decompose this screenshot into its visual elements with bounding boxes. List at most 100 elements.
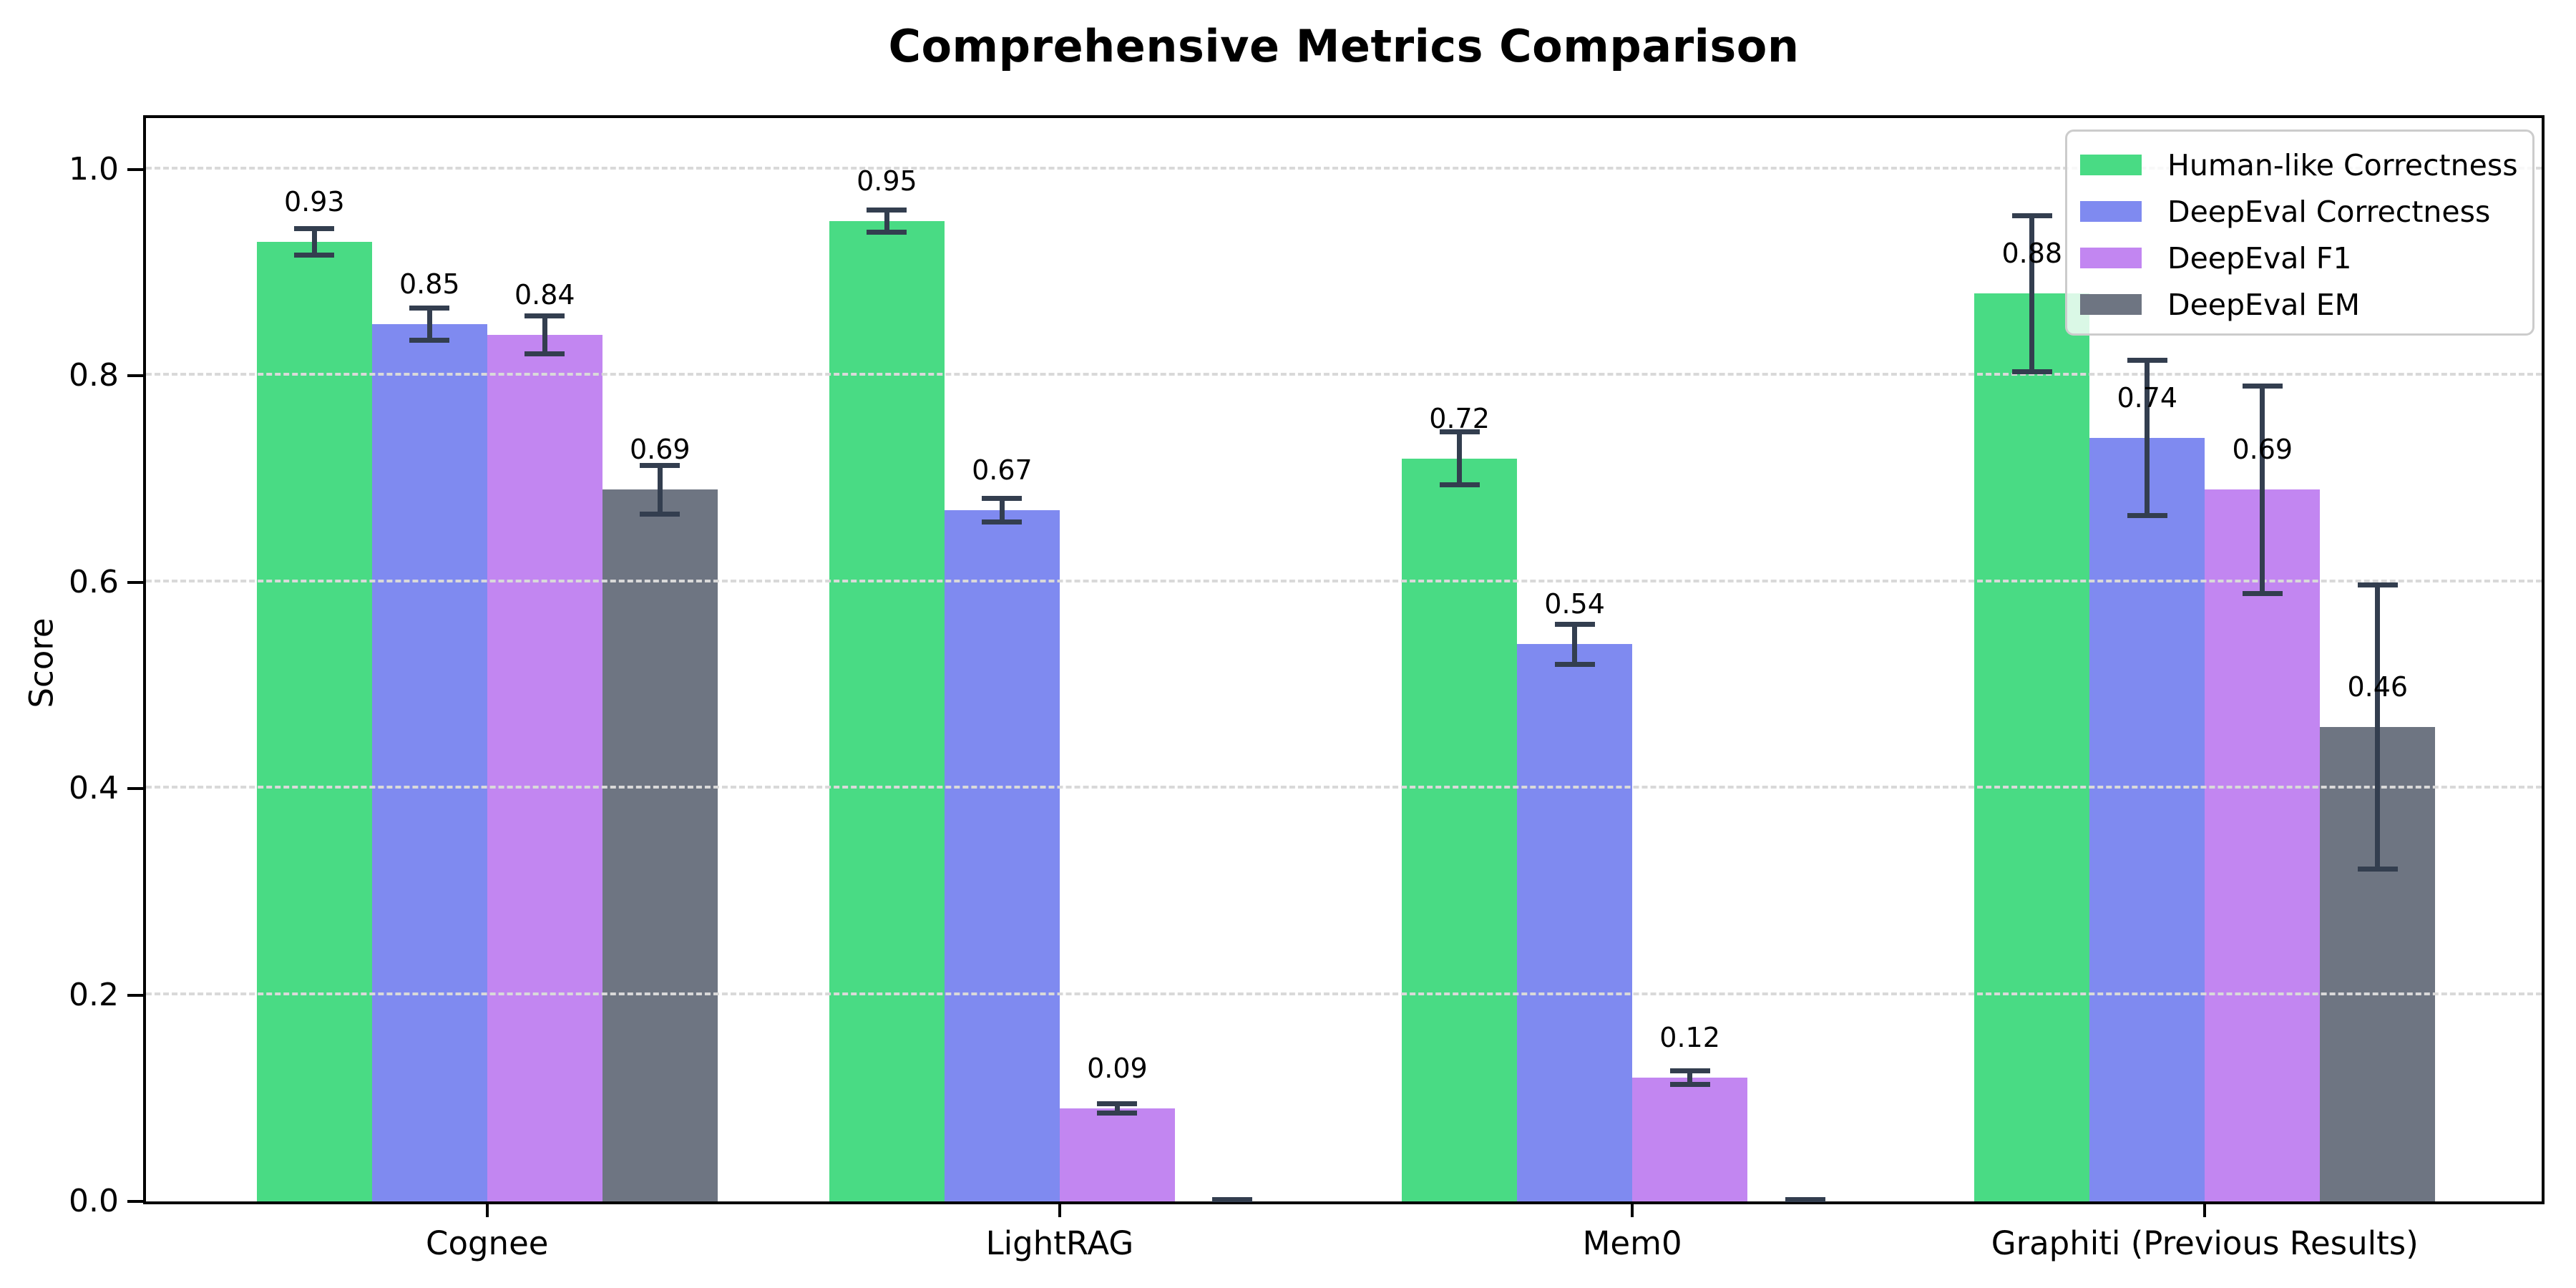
bar-deepeval-correctness-2	[944, 509, 1060, 1201]
gridline-y-0.2	[146, 992, 2542, 995]
error-bar	[1802, 1197, 1808, 1201]
error-bar	[884, 208, 889, 235]
legend-item-2: DeepEval Correctness	[2080, 188, 2518, 235]
x-tick-mark	[1631, 1204, 1634, 1217]
legend-label: DeepEval Correctness	[2167, 194, 2491, 229]
bar-value-label: 0.72	[1429, 402, 1490, 434]
error-bar-cap-bottom	[2127, 513, 2167, 519]
y-axis-label: Score	[22, 618, 61, 708]
x-tick-label-3: Mem0	[1582, 1224, 1682, 1262]
legend-label: DeepEval F1	[2167, 240, 2352, 275]
bar-value-label: 0.09	[1087, 1053, 1148, 1085]
bar-value-label: 0.12	[1659, 1021, 1720, 1053]
bar-human-like-correctness-2	[829, 221, 945, 1201]
bar-value-label: 0.95	[857, 165, 917, 197]
y-tick-mark	[127, 993, 143, 997]
gridline-y-0.4	[146, 786, 2542, 789]
y-tick-label: 0.2	[69, 976, 119, 1013]
error-bar	[311, 226, 317, 258]
error-bar-cap-top	[294, 226, 335, 232]
bar-deepeval-em-4	[2320, 726, 2436, 1201]
bar-deepeval-em-1	[602, 489, 718, 1201]
error-bar-cap-top	[525, 313, 565, 318]
bar-deepeval-f1-3	[1632, 1077, 1748, 1201]
y-tick-label: 0.6	[69, 563, 119, 600]
bar-value-label: 0.69	[629, 434, 691, 466]
y-tick-label: 0.0	[69, 1183, 119, 1219]
legend-swatch	[2080, 155, 2142, 175]
y-tick-mark	[127, 787, 143, 791]
error-bar-cap-bottom	[2242, 590, 2283, 596]
y-tick-label: 0.8	[69, 357, 119, 394]
error-bar	[999, 495, 1005, 525]
error-bar	[2029, 213, 2035, 374]
legend-label: DeepEval EM	[2167, 287, 2361, 322]
error-bar-cap-top	[1554, 621, 1595, 627]
bar-value-label: 0.69	[2232, 434, 2293, 466]
error-bar-cap-bottom	[525, 351, 565, 357]
legend-item-1: Human-like Correctness	[2080, 142, 2518, 188]
error-bar-cap-bottom	[1669, 1081, 1710, 1087]
bar-deepeval-f1-2	[1059, 1108, 1175, 1201]
bar-value-label: 0.67	[972, 454, 1033, 486]
x-tick-mark	[485, 1204, 489, 1217]
error-bar-cap-top	[409, 306, 450, 311]
error-bar-cap-bottom	[982, 519, 1023, 525]
error-bar-cap-bottom	[294, 252, 335, 258]
error-bar	[2375, 582, 2381, 872]
error-bar-cap-top	[2357, 582, 2398, 587]
y-tick-label: 1.0	[69, 151, 119, 188]
legend-swatch	[2080, 248, 2142, 268]
legend-item-3: DeepEval F1	[2080, 235, 2518, 281]
bar-human-like-correctness-4	[1974, 293, 2090, 1201]
y-tick-label: 0.4	[69, 770, 119, 807]
bar-value-label: 0.93	[283, 186, 345, 218]
error-bar-cap-bottom	[409, 338, 450, 343]
error-bar-cap-bottom	[1097, 1111, 1138, 1116]
legend-swatch	[2080, 201, 2142, 222]
error-bar-cap-top	[1212, 1197, 1253, 1203]
bar-human-like-correctness-3	[1402, 458, 1518, 1201]
error-bar-cap-bottom	[1439, 482, 1480, 488]
bar-deepeval-correctness-4	[2089, 438, 2205, 1201]
x-tick-label-2: LightRAG	[985, 1224, 1134, 1262]
error-bar-cap-bottom	[2011, 369, 2052, 374]
error-bar	[1114, 1101, 1120, 1116]
x-tick-label-1: Cognee	[426, 1224, 549, 1262]
bar-deepeval-f1-4	[2205, 489, 2321, 1201]
legend-label: Human-like Correctness	[2167, 147, 2518, 182]
y-tick-mark	[127, 374, 143, 378]
error-bar-cap-bottom	[640, 511, 680, 517]
legend-swatch	[2080, 294, 2142, 315]
error-bar-cap-bottom	[2357, 866, 2398, 872]
bar-value-label: 0.74	[2117, 382, 2178, 414]
y-tick-mark	[127, 168, 143, 172]
error-bar-cap-top	[982, 495, 1023, 501]
error-bar-cap-top	[2242, 383, 2283, 389]
chart-title: Comprehensive Metrics Comparison	[888, 20, 1800, 72]
x-tick-mark	[2203, 1204, 2207, 1217]
error-bar-cap-top	[1785, 1197, 1825, 1203]
error-bar	[2260, 383, 2265, 596]
gridline-y-0.8	[146, 373, 2542, 376]
x-tick-label-4: Graphiti (Previous Results)	[1991, 1224, 2419, 1262]
bar-value-label: 0.46	[2347, 670, 2409, 703]
error-bar	[2145, 357, 2150, 519]
error-bar-cap-bottom	[1554, 662, 1595, 668]
bar-value-label: 0.85	[399, 268, 460, 301]
bar-deepeval-correctness-1	[371, 324, 487, 1201]
bar-value-label: 0.54	[1544, 588, 1605, 620]
bar-value-label: 0.84	[514, 278, 575, 311]
error-bar-cap-top	[1097, 1101, 1138, 1107]
error-bar-cap-top	[1439, 429, 1480, 435]
error-bar	[1687, 1068, 1693, 1087]
y-tick-mark	[127, 1200, 143, 1203]
error-bar	[426, 306, 432, 343]
bar-human-like-correctness-1	[256, 242, 372, 1201]
error-bar	[1229, 1197, 1235, 1201]
bar-deepeval-correctness-3	[1517, 644, 1633, 1201]
error-bar	[1572, 621, 1578, 668]
y-tick-mark	[127, 580, 143, 584]
error-bar	[1457, 429, 1463, 488]
